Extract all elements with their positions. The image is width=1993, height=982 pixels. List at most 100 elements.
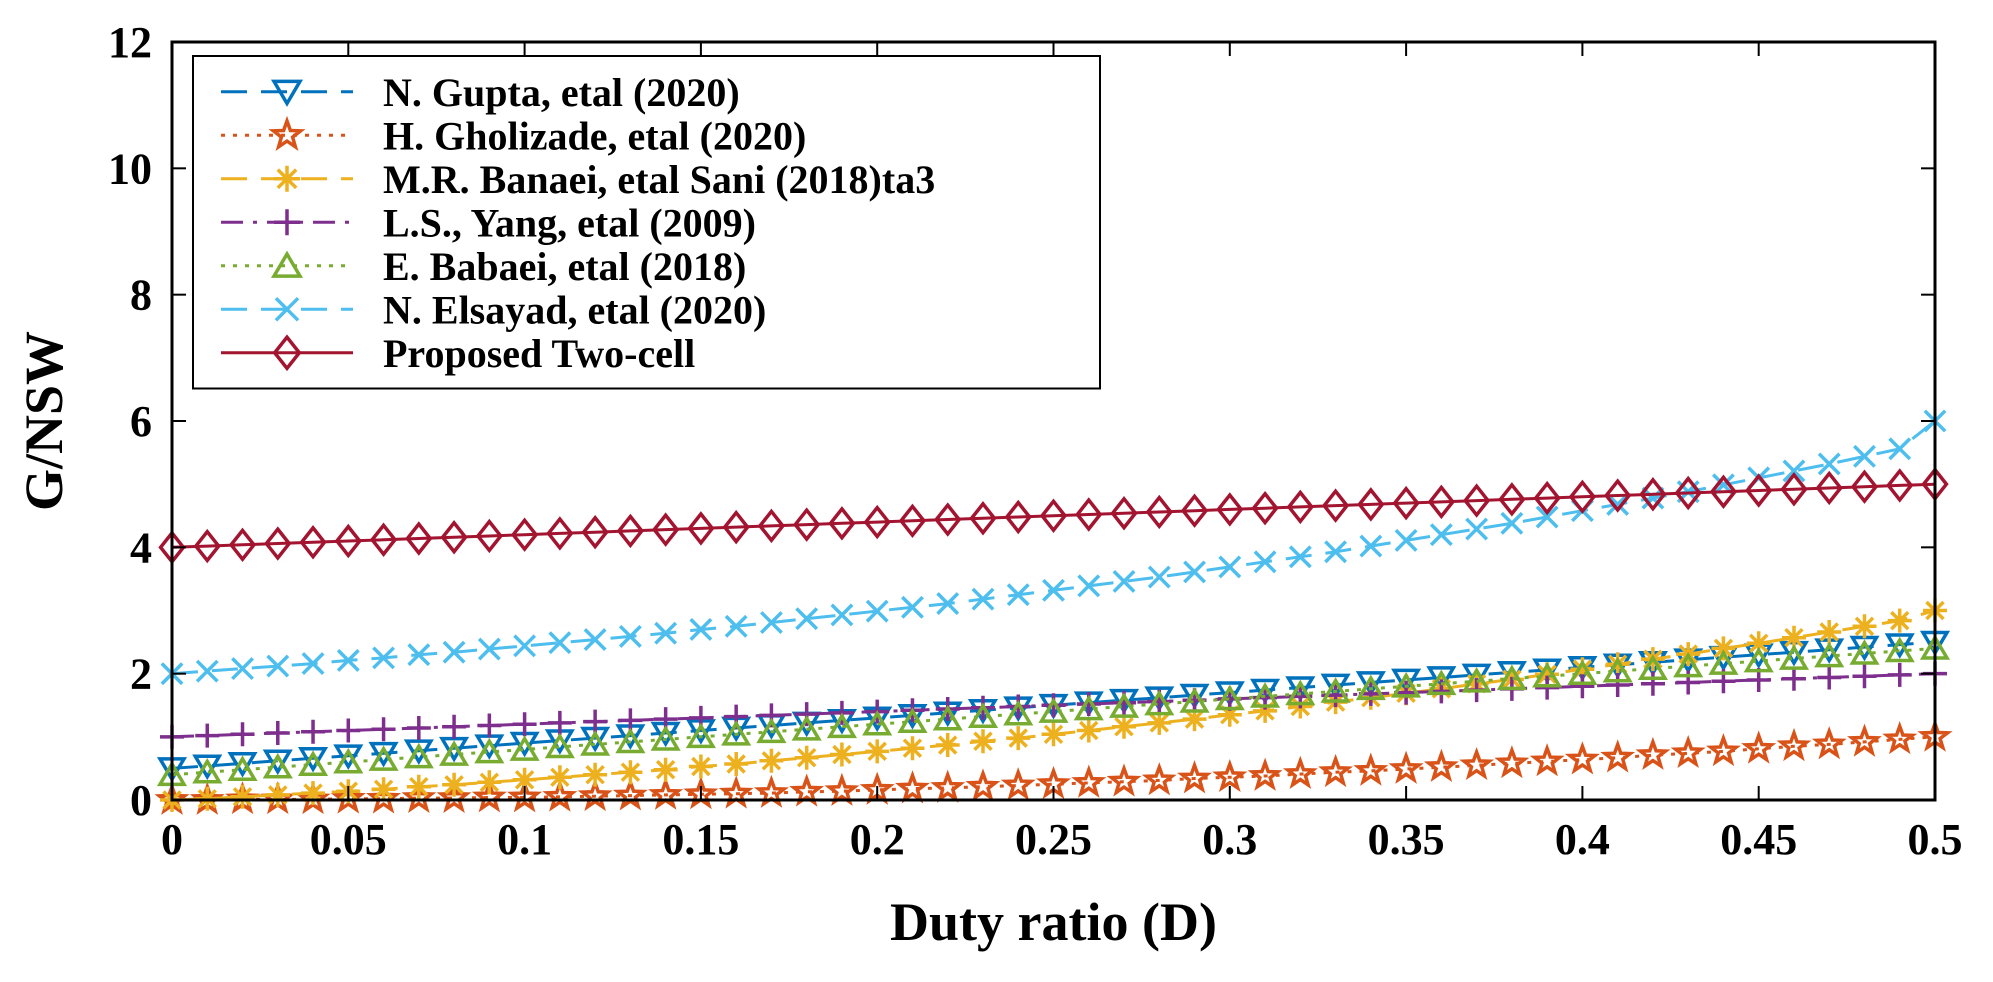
data-point-marker: [791, 715, 822, 741]
data-point-marker: [789, 773, 825, 807]
data-point-marker: [898, 503, 927, 539]
data-point-marker: [272, 334, 302, 372]
data-point-marker: [406, 774, 431, 799]
data-point-marker: [583, 709, 608, 734]
data-point-marker: [1320, 677, 1351, 703]
data-point-marker: [1535, 505, 1559, 529]
data-point-marker: [270, 250, 304, 278]
data-point-marker: [1071, 764, 1107, 798]
data-point-marker: [1852, 664, 1877, 689]
data-point-marker: [1108, 688, 1140, 715]
data-point-marker: [442, 714, 467, 739]
data-point-marker: [1321, 488, 1350, 523]
data-point-marker: [1075, 497, 1103, 532]
data-point-marker: [403, 742, 434, 769]
data-point-marker: [894, 770, 930, 804]
data-point-marker: [1882, 721, 1918, 755]
data-point-marker: [1286, 489, 1314, 525]
data-point-marker: [264, 526, 292, 561]
legend-label: M.R. Banaei, etal Sani (2018)ta3: [383, 157, 935, 202]
data-point-marker: [724, 752, 749, 776]
data-point-marker: [1388, 750, 1424, 784]
data-point-marker: [333, 744, 364, 771]
data-point-marker: [793, 507, 821, 542]
data-point-marker: [1850, 469, 1879, 504]
data-point-marker: [583, 762, 608, 787]
data-point-marker: [1041, 722, 1066, 747]
data-point-marker: [1529, 743, 1565, 777]
data-point-marker: [1670, 734, 1706, 769]
data-point-marker: [722, 509, 750, 545]
y-tick-label: 6: [130, 397, 152, 446]
data-point-marker: [1815, 470, 1843, 506]
data-point-marker: [1600, 739, 1636, 773]
data-point-marker: [932, 704, 963, 731]
data-point-marker: [330, 780, 366, 814]
data-point-marker: [548, 631, 572, 655]
data-point-marker: [1141, 762, 1177, 796]
data-point-marker: [266, 654, 290, 678]
data-point-marker: [371, 717, 396, 742]
data-point-marker: [477, 770, 502, 795]
data-point-marker: [477, 713, 502, 738]
data-point-marker: [1711, 636, 1736, 661]
data-point-marker: [934, 502, 962, 537]
y-tick-label: 2: [130, 650, 152, 699]
data-point-marker: [336, 648, 360, 672]
data-point-marker: [829, 742, 854, 767]
data-point-marker: [689, 618, 713, 641]
data-point-marker: [262, 752, 293, 779]
data-point-marker: [513, 634, 537, 658]
data-point-marker: [1781, 666, 1806, 691]
data-point-marker: [475, 518, 503, 554]
legend-label: N. Elsayad, etal (2020): [383, 287, 766, 332]
data-point-marker: [965, 768, 1001, 802]
data-point-marker: [1285, 679, 1316, 706]
data-point-marker: [1112, 570, 1136, 593]
data-point-marker: [1282, 755, 1318, 790]
data-point-marker: [231, 657, 254, 681]
data-point-marker: [1108, 692, 1140, 718]
x-tick-label: 0.35: [1368, 815, 1445, 864]
data-point-marker: [1743, 646, 1774, 673]
data-point-marker: [510, 517, 539, 552]
series-line: [171, 419, 1936, 676]
data-point-marker: [193, 528, 221, 564]
data-point-marker: [865, 739, 890, 764]
data-point-marker: [897, 707, 928, 734]
x-tick-label: 0.1: [497, 815, 552, 864]
data-point-marker: [1605, 652, 1630, 677]
data-point-marker: [1500, 511, 1524, 535]
data-point-marker: [616, 513, 645, 549]
data-point-marker: [1006, 726, 1031, 751]
y-tick-label: 0: [130, 776, 152, 825]
data-point-marker: [192, 754, 223, 781]
data-point-marker: [366, 780, 402, 814]
data-point-marker: [1602, 656, 1633, 683]
data-point-marker: [299, 525, 327, 560]
data-point-marker: [1183, 560, 1206, 584]
data-point-marker: [618, 624, 642, 648]
data-point-marker: [1426, 666, 1457, 692]
data-point-marker: [1782, 625, 1806, 650]
x-tick-label: 0.3: [1202, 815, 1257, 864]
legend-label: H. Gholizade, etal (2020): [383, 113, 806, 158]
data-point-marker: [1776, 727, 1812, 762]
data-point-marker: [405, 521, 433, 556]
data-point-marker: [1076, 718, 1101, 743]
data-point-marker: [436, 779, 472, 814]
data-point-marker: [618, 760, 643, 785]
data-point-marker: [583, 628, 607, 651]
data-point-marker: [1144, 686, 1175, 712]
data-point-marker: [826, 712, 857, 739]
data-point-marker: [1606, 492, 1630, 516]
data-point-marker: [1038, 697, 1069, 723]
data-point-marker: [230, 784, 255, 809]
data-point-marker: [687, 511, 715, 546]
data-point-marker: [297, 746, 329, 773]
data-point-marker: [1145, 494, 1173, 530]
data-point-marker: [1778, 644, 1810, 670]
data-point-marker: [654, 621, 678, 645]
data-point-marker: [274, 209, 300, 236]
